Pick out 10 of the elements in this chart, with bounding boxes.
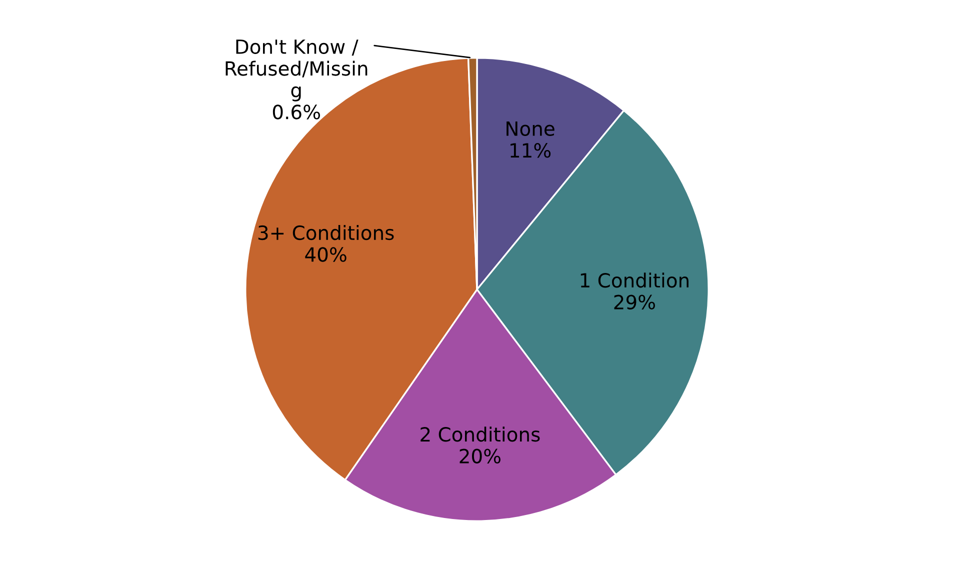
- slice-label: None: [506, 122, 554, 136]
- data-label: 11%: [510, 143, 551, 158]
- data-label: 29%: [614, 294, 655, 310]
- data-label: 40%: [305, 247, 346, 262]
- slice-label: 1 Condition: [580, 272, 688, 288]
- slice-label: 2 Conditions: [420, 426, 540, 442]
- slice-label: Don't Know / Refused/Missin g: [226, 40, 368, 102]
- slice-label: 3+ Conditions: [258, 225, 394, 240]
- data-label: 20%: [460, 448, 500, 464]
- data-label: 0.6%: [272, 104, 320, 120]
